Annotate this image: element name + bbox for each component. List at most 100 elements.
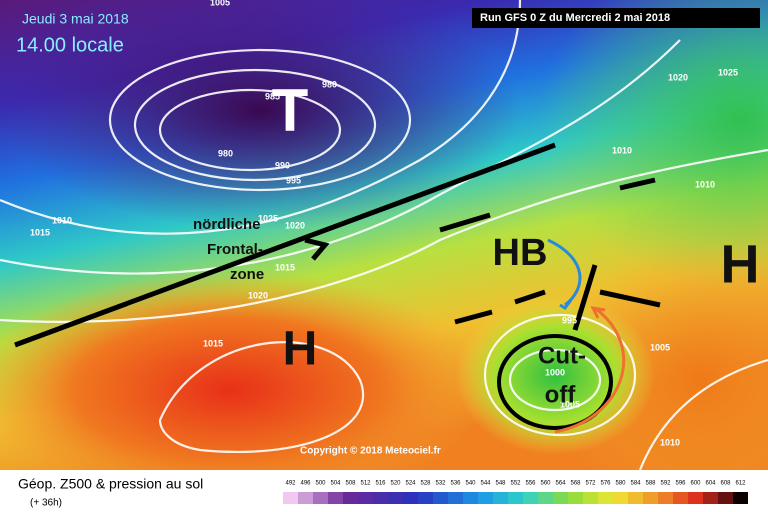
isobar-label: 1020 bbox=[285, 220, 305, 230]
isobar-label: 1020 bbox=[248, 290, 268, 300]
isobar-label: 995 bbox=[562, 315, 577, 325]
scale-swatch bbox=[463, 492, 478, 504]
scale-swatch bbox=[538, 492, 553, 504]
orange-arrow bbox=[554, 306, 626, 434]
annotation: Frontal- bbox=[207, 241, 263, 258]
scale-label: 508 bbox=[345, 481, 356, 487]
scale-swatch bbox=[553, 492, 568, 504]
scale-label: 588 bbox=[645, 481, 656, 487]
scale-label: 600 bbox=[690, 481, 701, 487]
scale-label: 560 bbox=[540, 481, 551, 487]
scale-label: 500 bbox=[315, 481, 326, 487]
scale-label: 580 bbox=[615, 481, 626, 487]
copyright: Copyright © 2018 Meteociel.fr bbox=[300, 446, 441, 457]
legend-title: Géop. Z500 & pression au sol bbox=[18, 476, 203, 492]
isobar-label: 1015 bbox=[203, 338, 223, 348]
blue-arrow bbox=[547, 238, 582, 307]
scale-swatch bbox=[613, 492, 628, 504]
scale-label: 520 bbox=[390, 481, 401, 487]
scale-swatch bbox=[403, 492, 418, 504]
orange-arrowhead bbox=[590, 306, 606, 319]
scale-swatch bbox=[328, 492, 343, 504]
scale-label: 544 bbox=[480, 481, 491, 487]
isobar-label: 1015 bbox=[30, 227, 50, 237]
scale-swatch bbox=[523, 492, 538, 504]
scale-label: 564 bbox=[555, 481, 566, 487]
scale-label: 492 bbox=[285, 481, 296, 487]
scale-label: 596 bbox=[675, 481, 686, 487]
low-marker: T bbox=[272, 77, 309, 144]
legend-bg bbox=[0, 470, 768, 512]
isobar-label: 1010 bbox=[52, 215, 72, 225]
scale-swatch bbox=[448, 492, 463, 504]
scale-label: 528 bbox=[420, 481, 431, 487]
scale-swatch bbox=[733, 492, 748, 504]
scale-swatch bbox=[688, 492, 703, 504]
date: Jeudi 3 mai 2018 bbox=[22, 11, 129, 27]
isobar-label: 1010 bbox=[660, 437, 680, 447]
scale-swatch bbox=[343, 492, 358, 504]
scale-label: 584 bbox=[630, 481, 641, 487]
annotation: nördliche bbox=[193, 216, 261, 233]
scale-label: 532 bbox=[435, 481, 446, 487]
fronts bbox=[14, 142, 661, 430]
isobar-label: 980 bbox=[322, 79, 337, 89]
isobars bbox=[0, 0, 768, 470]
scale-label: 536 bbox=[450, 481, 461, 487]
scale-swatch bbox=[658, 492, 673, 504]
scale-swatch bbox=[568, 492, 583, 504]
scale-swatch bbox=[628, 492, 643, 504]
isobar-label: 1010 bbox=[612, 145, 632, 155]
scale-swatch bbox=[478, 492, 493, 504]
scale-swatch bbox=[433, 492, 448, 504]
scale-label: 512 bbox=[360, 481, 371, 487]
annotation: Cut- bbox=[538, 342, 586, 369]
isobar-label: 1010 bbox=[695, 179, 715, 189]
blue-arrowhead bbox=[559, 299, 573, 310]
annotation: off bbox=[545, 381, 577, 408]
scale-label: 604 bbox=[705, 481, 716, 487]
scale-swatch bbox=[718, 492, 733, 504]
isobar-label: 1005 bbox=[210, 0, 230, 7]
scale-label: 576 bbox=[600, 481, 611, 487]
scale-swatch bbox=[283, 492, 298, 504]
scale-swatch bbox=[508, 492, 523, 504]
scale-label: 548 bbox=[495, 481, 506, 487]
scale-label: 504 bbox=[330, 481, 341, 487]
scale-swatch bbox=[313, 492, 328, 504]
run: Run GFS 0 Z du Mercredi 2 mai 2018 bbox=[480, 12, 670, 24]
isobar-label: 1005 bbox=[650, 342, 670, 352]
scale-label: 612 bbox=[735, 481, 746, 487]
scale-label: 572 bbox=[585, 481, 596, 487]
isobar-label: 980 bbox=[218, 148, 233, 158]
scale-swatch bbox=[418, 492, 433, 504]
time: 14.00 locale bbox=[16, 34, 124, 56]
scale-swatch bbox=[643, 492, 658, 504]
scale-label: 592 bbox=[660, 481, 671, 487]
scale-label: 552 bbox=[510, 481, 521, 487]
scale-swatch bbox=[388, 492, 403, 504]
scale-label: 568 bbox=[570, 481, 581, 487]
scale-swatch bbox=[358, 492, 373, 504]
scale-label: 556 bbox=[525, 481, 536, 487]
scale-label: 524 bbox=[405, 481, 416, 487]
high-marker: H bbox=[721, 234, 760, 294]
isobar-label: 1005 bbox=[560, 399, 580, 409]
scale-swatch bbox=[673, 492, 688, 504]
legend-lead: (+ 36h) bbox=[30, 498, 62, 509]
isobar-label: 1020 bbox=[668, 72, 688, 82]
scale-swatch bbox=[598, 492, 613, 504]
isobar-label: 995 bbox=[286, 175, 301, 185]
run-box bbox=[472, 8, 760, 28]
scale-swatch bbox=[373, 492, 388, 504]
high-marker: H bbox=[283, 323, 318, 376]
isobar-label: 1025 bbox=[258, 213, 278, 223]
isobar-label: 985 bbox=[265, 91, 280, 101]
isobar-label: 990 bbox=[275, 160, 290, 170]
isobar-label: 1015 bbox=[275, 262, 295, 272]
isobar-label: 1000 bbox=[545, 367, 565, 377]
scale-swatch bbox=[703, 492, 718, 504]
